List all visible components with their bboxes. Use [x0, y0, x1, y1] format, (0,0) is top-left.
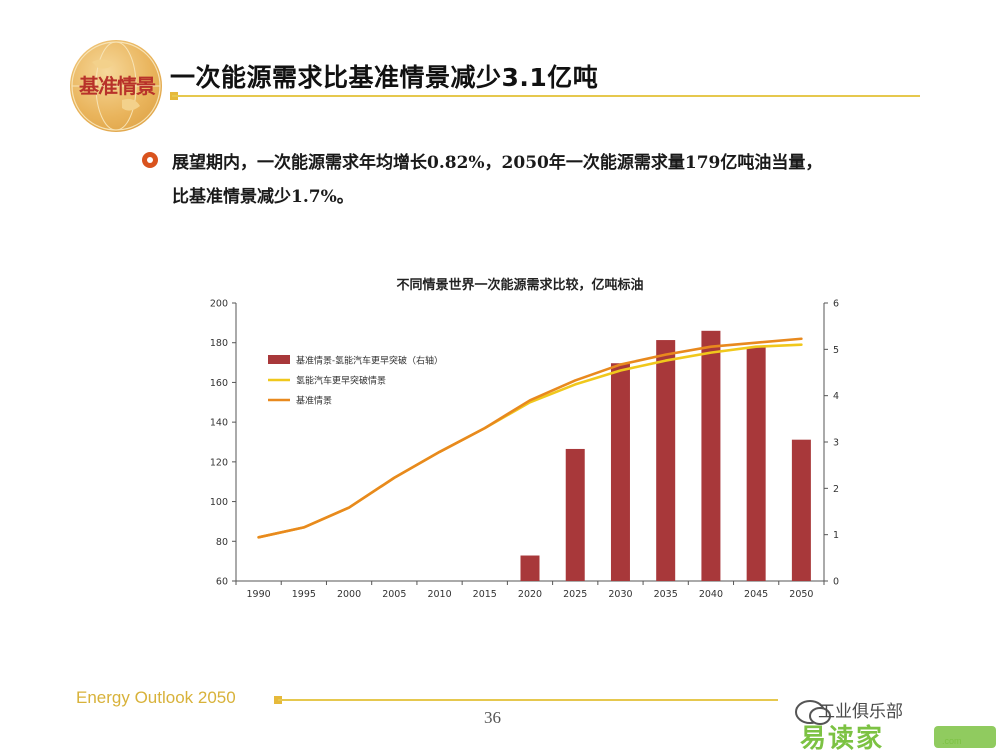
- bar-2030: [610, 363, 630, 581]
- x-tick-label: 2010: [427, 589, 451, 600]
- globe-icon: [71, 41, 161, 131]
- left-tick-label: 120: [210, 457, 228, 468]
- bullet-text: 展望期内，一次能源需求年均增长0.82%，2050年一次能源需求量179亿吨油当…: [172, 146, 932, 214]
- chart-title: 不同情景世界一次能源需求比较，亿吨标油: [396, 278, 644, 293]
- x-tick-label: 1995: [292, 589, 316, 600]
- left-tick-label: 200: [210, 299, 228, 310]
- x-tick-label: 2045: [744, 589, 768, 600]
- legend-label: 基准情景-氢能汽车更早突破（右轴）: [296, 355, 443, 367]
- title-divider: [172, 95, 920, 97]
- badge-label: 基准情景: [79, 74, 156, 98]
- left-tick-label: 160: [210, 378, 228, 389]
- footer-divider: [278, 699, 778, 701]
- bar-2050: [791, 439, 811, 581]
- bullet-line-1: 展望期内，一次能源需求年均增长0.82%，2050年一次能源需求量179亿吨油当…: [172, 153, 823, 173]
- footer-brand: Energy Outlook 2050: [76, 688, 236, 707]
- right-tick-label: 1: [833, 530, 839, 541]
- right-tick-label: 5: [833, 345, 839, 356]
- watermark-line-2: 易读家: [800, 724, 885, 753]
- x-tick-label: 2040: [699, 589, 723, 600]
- bar-2025: [565, 448, 585, 581]
- legend-swatch-bar: [268, 355, 290, 364]
- watermark-domain: .com: [942, 736, 962, 746]
- left-tick-label: 140: [210, 418, 228, 429]
- bar-2045: [746, 347, 766, 581]
- left-tick-label: 100: [210, 497, 228, 508]
- x-tick-label: 1990: [247, 589, 271, 600]
- x-tick-label: 2035: [654, 589, 678, 600]
- scenario-badge: 基准情景: [70, 40, 162, 132]
- x-tick-label: 2030: [608, 589, 632, 600]
- page-title: 一次能源需求比基准情景减少3.1亿吨: [170, 63, 599, 92]
- watermark-line-1: 工业俱乐部: [818, 702, 903, 722]
- bar-2020: [520, 555, 540, 581]
- legend-label: 基准情景: [296, 395, 332, 407]
- right-tick-label: 3: [833, 438, 839, 449]
- right-tick-label: 6: [833, 299, 839, 310]
- right-tick-label: 0: [833, 577, 839, 588]
- left-tick-label: 60: [216, 577, 228, 588]
- line-baseline-scenario: [257, 337, 803, 539]
- legend-label: 氢能汽车更早突破情景: [296, 375, 386, 387]
- left-tick-label: 180: [210, 338, 228, 349]
- x-tick-label: 2005: [382, 589, 406, 600]
- x-tick-label: 2000: [337, 589, 361, 600]
- x-tick-label: 2050: [789, 589, 813, 600]
- right-tick-label: 2: [833, 484, 839, 495]
- x-tick-label: 2025: [563, 589, 587, 600]
- page-number: 36: [484, 708, 501, 727]
- bullet-icon: [142, 152, 158, 168]
- x-tick-label: 2015: [473, 589, 497, 600]
- x-tick-label: 2020: [518, 589, 542, 600]
- right-tick-label: 4: [833, 391, 839, 402]
- watermark-logo-icon: [795, 700, 996, 748]
- bar-2035: [656, 340, 676, 581]
- left-tick-label: 80: [216, 537, 228, 548]
- bar-2040: [701, 330, 721, 581]
- bullet-line-2: 比基准情景减少1.7%。: [172, 187, 354, 207]
